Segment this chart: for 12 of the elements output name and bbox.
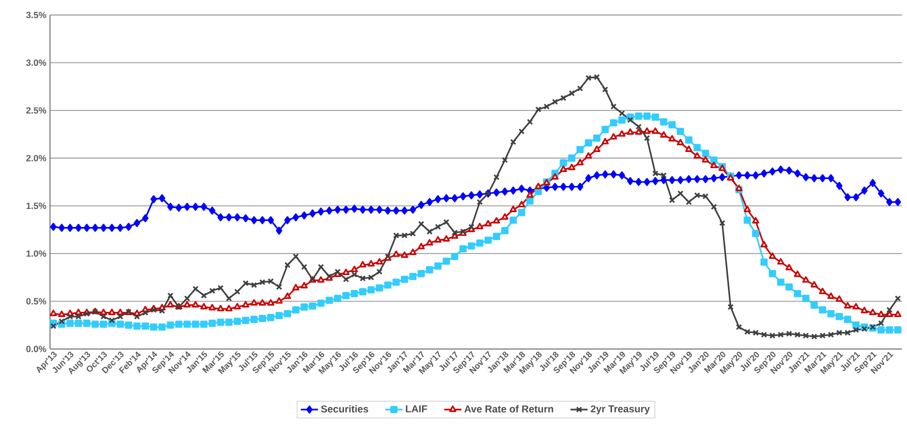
y-tick-label: 3.5%	[26, 12, 46, 18]
y-tick-label: 2.5%	[26, 107, 46, 114]
legend-label: Ave Rate of Return	[464, 405, 554, 413]
y-tick-label: 0.0%	[26, 346, 46, 352]
legend-label: 2yr Treasury	[590, 405, 650, 414]
y-tick-label: 0.5%	[26, 298, 46, 304]
legend-label: Securities	[321, 405, 368, 413]
y-tick-label: 1.5%	[26, 202, 46, 210]
y-tick-label: 2.0%	[26, 154, 46, 162]
legend-label: LAIF	[406, 405, 428, 412]
y-tick-label: 1.0%	[26, 250, 46, 257]
y-tick-label: 3.0%	[26, 60, 46, 66]
